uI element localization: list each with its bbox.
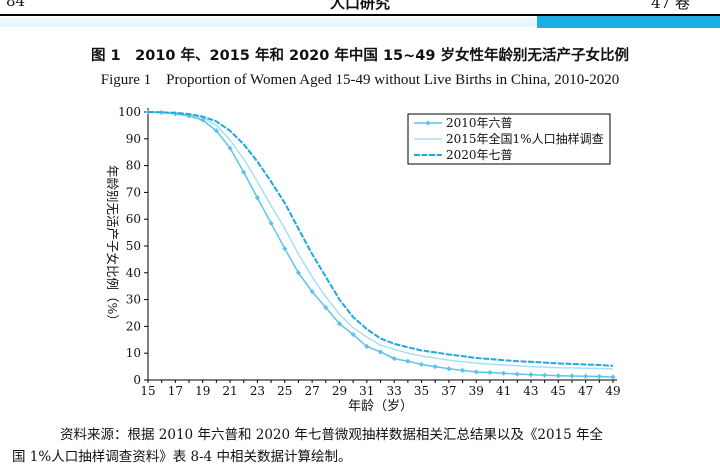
x-tick-label: 35 <box>414 384 429 398</box>
x-tick-label: 25 <box>277 384 292 398</box>
x-tick-label: 47 <box>578 384 593 398</box>
data-point-2010 <box>487 369 493 376</box>
data-point-2010 <box>323 305 329 311</box>
data-point-2010 <box>200 117 206 123</box>
data-point-2010 <box>309 288 315 295</box>
data-point-2010 <box>446 366 452 372</box>
header-rule <box>0 14 720 16</box>
series-line-2015 <box>147 111 614 370</box>
x-tick-label: 19 <box>195 384 210 398</box>
figure-title-en: Figure 1 Proportion of Women Aged 15-49 … <box>100 72 620 88</box>
data-point-2010 <box>473 369 479 375</box>
series-line-2020 <box>147 111 614 367</box>
legend-label-2010: 2010年六普 <box>446 116 513 130</box>
y-tick-label: 40 <box>126 266 141 280</box>
data-point-2010 <box>254 195 261 201</box>
x-tick-label: 27 <box>304 384 319 398</box>
x-tick-label: 39 <box>469 384 484 398</box>
data-point-2010 <box>364 343 370 350</box>
x-tick-label: 45 <box>551 384 566 398</box>
figure-title-cn: 图 1 2010 年、2015 年和 2020 年中国 15~49 岁女性年龄别… <box>91 48 629 64</box>
page-number: 84 <box>6 0 26 10</box>
data-point-2010 <box>405 358 411 364</box>
data-point-2010 <box>596 373 602 380</box>
data-point-2010 <box>583 373 589 379</box>
data-point-2010 <box>282 246 288 252</box>
data-point-2010 <box>241 169 247 175</box>
y-tick-label: 60 <box>126 212 141 226</box>
page-header: 84 人口研究 47 卷 <box>0 0 720 36</box>
x-tick-label: 31 <box>359 384 374 398</box>
y-tick-label: 100 <box>118 105 141 119</box>
journal-name: 人口研究 <box>329 0 390 12</box>
y-tick-label: 30 <box>126 293 141 307</box>
x-tick-label: 41 <box>496 384 511 398</box>
header-accent-bar <box>537 16 720 28</box>
x-tick-label: 17 <box>168 384 183 398</box>
chart-axes: 0 10 20 30 40 50 60 70 80 90 100 15 17 19 21 23 25 27 29 31… <box>105 105 621 414</box>
source-note-line1: 资料来源：根据 2010 年六普和 2020 年七普微观抽样数据相关汇总结果以及… <box>60 427 604 443</box>
data-point-2010 <box>213 128 219 134</box>
data-point-2010 <box>555 373 561 379</box>
data-point-2010 <box>514 371 520 377</box>
data-point-2010 <box>569 373 575 379</box>
data-point-2010 <box>500 370 507 376</box>
x-tick-label: 37 <box>441 384 456 398</box>
data-point-2010 <box>268 220 274 226</box>
x-tick-label: 43 <box>523 384 538 398</box>
y-tick-label: 80 <box>126 159 141 173</box>
header-band <box>0 18 720 27</box>
data-point-2010 <box>391 355 397 362</box>
x-tick-label: 33 <box>387 384 402 398</box>
data-point-2010 <box>295 270 302 276</box>
data-point-2010 <box>542 372 548 378</box>
y-tick-label: 70 <box>126 185 141 199</box>
volume-label: 47 卷 <box>651 0 690 12</box>
x-tick-label: 29 <box>332 384 347 398</box>
chart-series <box>145 109 616 380</box>
y-tick-label: 10 <box>126 346 141 360</box>
data-point-2010 <box>377 349 384 355</box>
source-note: 资料来源：根据 2010 年六普和 2020 年七普微观抽样数据相关汇总结果以及… <box>12 424 700 465</box>
data-point-2010 <box>432 364 438 370</box>
x-tick-label: 21 <box>222 384 237 398</box>
data-point-2010 <box>350 331 356 338</box>
y-tick-label: 0 <box>133 373 141 387</box>
data-point-2010 <box>610 374 616 380</box>
data-point-2010 <box>159 109 165 116</box>
y-tick-label: 90 <box>126 132 141 146</box>
legend-label-2015: 2015年全国1%人口抽样调查 <box>446 131 604 146</box>
source-note-line2: 国 1%人口抽样调查资料》表 8-4 中相关数据计算绘制。 <box>12 449 352 465</box>
data-point-2010 <box>227 145 233 151</box>
data-point-2010 <box>528 372 534 378</box>
data-point-2010 <box>459 367 466 373</box>
y-axis-title: 年龄别无活产子女比例（%） <box>105 165 120 327</box>
legend-label-2020: 2020年七普 <box>446 148 513 162</box>
y-tick-label: 50 <box>126 239 141 253</box>
data-point-2010 <box>336 321 343 327</box>
x-tick-label: 15 <box>140 384 155 398</box>
data-point-2010 <box>418 361 425 368</box>
x-axis-title: 年龄（岁） <box>348 399 413 414</box>
x-tick-label: 23 <box>250 384 265 398</box>
legend-marker-2010 <box>425 120 431 126</box>
x-tick-label: 49 <box>605 384 620 398</box>
y-tick-label: 20 <box>126 319 141 333</box>
